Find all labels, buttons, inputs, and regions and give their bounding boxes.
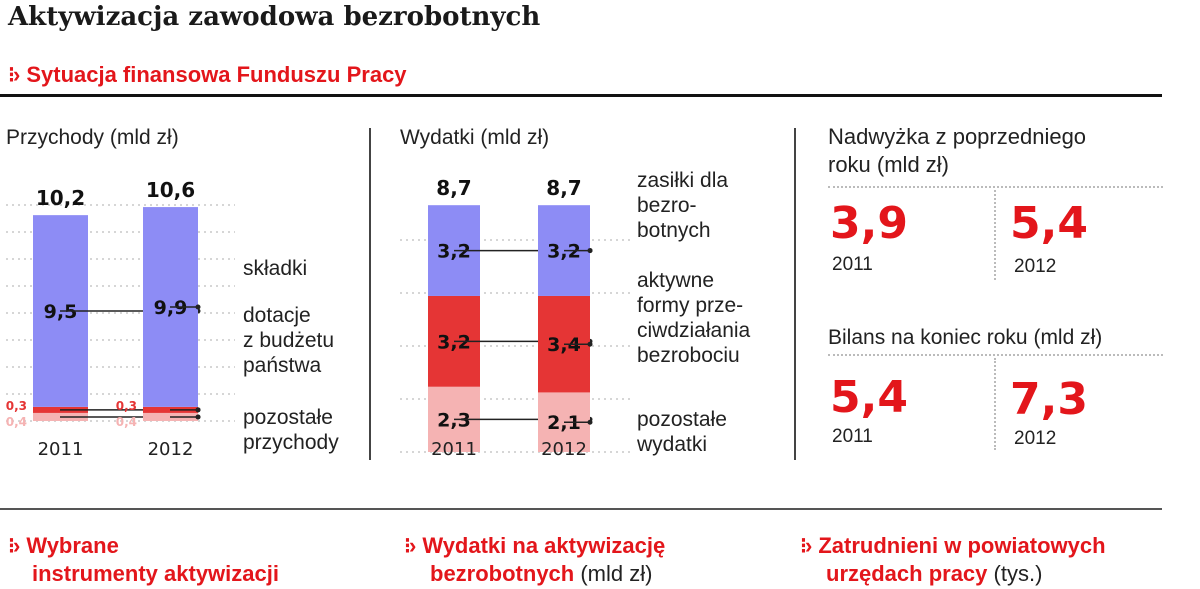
category-label: 2012 (148, 439, 194, 460)
page-title: Aktywizacja zawodowa bezrobotnych (8, 2, 541, 32)
bullet-icon: ⁝› (8, 533, 20, 558)
legend-label-line: bezro- (637, 194, 697, 217)
data-label: 0,4 (6, 415, 27, 429)
bilans-title: Bilans na koniec roku (mld zł) (828, 326, 1103, 349)
data-label: 2,1 (547, 412, 581, 434)
connector-dot (587, 248, 593, 254)
section-heading-line: urzędach pracy (826, 561, 988, 586)
legend-label-line: składki (243, 257, 307, 280)
data-label: 3,4 (547, 334, 581, 356)
column-divider (794, 128, 796, 460)
dotted-divider (994, 190, 996, 280)
bilans-value-2012: 7,3 (1010, 374, 1088, 425)
category-label: 2011 (431, 439, 477, 460)
legend-label: pozostałe przychody (243, 406, 339, 454)
legend-label-line: ciwdziałania (637, 319, 751, 342)
data-label: 3,2 (437, 331, 471, 353)
legend-label-line: dotacje (243, 304, 311, 327)
data-label: 9,9 (154, 297, 188, 319)
data-label: 0,3 (6, 399, 27, 413)
total-label: 8,7 (546, 176, 581, 200)
data-label: 2,3 (437, 409, 471, 431)
column-divider (369, 128, 371, 460)
legend-label-line: aktywne (637, 269, 714, 292)
section-heading-zatrudnieni: ⁝› Zatrudnieni w powiatowych urzędach pra… (800, 532, 1106, 588)
legend-label-line: wydatki (636, 433, 707, 456)
total-label: 8,7 (436, 176, 471, 200)
nadwyzka-year-2011: 2011 (832, 254, 873, 275)
legend-label-line: z budżetu (243, 329, 334, 352)
category-label: 2011 (38, 439, 84, 460)
legend-label-line: zasiłki dla (637, 169, 728, 192)
section-heading-fundusz: ⁝› Sytuacja finansowa Funduszu Pracy (8, 62, 407, 88)
section-heading-line: Wybrane (26, 533, 119, 558)
connector-dot (195, 414, 201, 420)
chart-title-przychody: Przychody (mld zł) (6, 126, 179, 149)
section-heading-wydatki-aktywizacja: ⁝› Wydatki na aktywizację bezrobotnych (m… (404, 532, 665, 588)
connector-dot (195, 304, 201, 310)
bullet-icon: ⁝› (8, 62, 20, 87)
bilans-year-2012: 2012 (1014, 428, 1057, 449)
nadwyzka-value-2012: 5,4 (1010, 198, 1088, 249)
chart-przychody: 0,4 0,3 9,5 10,2 2011 0,4 0,3 9,9 10,6 2012 składk… (6, 178, 339, 460)
section-heading-line: Wydatki na aktywizację (422, 533, 666, 558)
nadwyzka-value-2011: 3,9 (830, 198, 908, 249)
data-label: 3,2 (437, 241, 471, 263)
section-heading-instrumenty: ⁝› Wybrane instrumenty aktywizacji (8, 532, 279, 588)
legend-label-line: botnych (637, 219, 711, 242)
section-heading-unit: (tys.) (987, 561, 1043, 586)
data-label: 0,3 (116, 399, 137, 413)
header-rule (0, 94, 1162, 97)
section-heading-line: Zatrudnieni w powiatowych (818, 533, 1106, 558)
nadwyzka-year-2012: 2012 (1014, 256, 1057, 277)
legend-label-line: pozostałe (243, 406, 333, 429)
nadwyzka-title-line: roku (mld zł) (828, 152, 950, 177)
legend-label: pozostałe wydatki (636, 408, 727, 456)
bullet-icon: ⁝› (800, 533, 812, 558)
legend-label: zasiłki dla bezro-botnych (637, 169, 728, 242)
legend-label-line: pozostałe (637, 408, 727, 431)
data-label: 0,4 (116, 415, 137, 429)
legend-label: dotacje z budżetu państwa (243, 304, 334, 377)
data-label: 3,2 (547, 241, 581, 263)
dotted-rule (828, 186, 1163, 188)
footer-rule (0, 508, 1162, 510)
nadwyzka-title-line: Nadwyżka z poprzedniego (828, 124, 1087, 149)
dotted-rule (828, 354, 1163, 356)
connector-dot (587, 341, 593, 347)
category-label: 2012 (541, 439, 587, 460)
total-label: 10,2 (36, 186, 85, 210)
chart-title-wydatki: Wydatki (mld zł) (400, 126, 550, 149)
legend-label-line: państwa (243, 354, 322, 377)
bilans-value-2011: 5,4 (830, 372, 908, 423)
total-label: 10,6 (146, 178, 195, 202)
connector-dot (195, 407, 201, 413)
legend-label-line: przychody (243, 431, 339, 454)
data-label: 9,5 (44, 301, 78, 323)
bullet-icon: ⁝› (404, 533, 416, 558)
connector-dot (587, 419, 593, 425)
section-heading-unit: (mld zł) (574, 561, 653, 586)
bilans-year-2011: 2011 (832, 426, 873, 447)
section-heading-line: bezrobotnych (430, 561, 575, 586)
legend-label-line: bezrobociu (637, 344, 740, 367)
legend-label: składki (243, 257, 307, 280)
chart-wydatki: 2,3 3,2 3,2 8,7 2011 2,1 3,4 3,2 8,7 2012 zasiłki … (400, 169, 751, 460)
dotted-divider (994, 358, 996, 450)
section-heading-label: Sytuacja finansowa Funduszu Pracy (26, 62, 407, 87)
legend-label: aktywne formy prze-ciwdziałania bezrobociu (637, 269, 751, 367)
section-heading-line: instrumenty aktywizacji (32, 561, 279, 586)
nadwyzka-title: Nadwyżka z poprzedniego roku (mld zł) (828, 123, 1086, 179)
legend-label-line: formy prze- (637, 294, 743, 317)
